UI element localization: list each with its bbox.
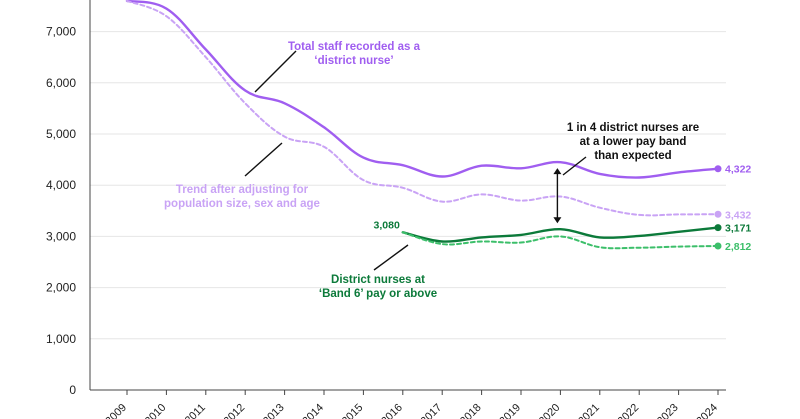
y-tick-label: 0: [69, 383, 76, 397]
series-trend-adjusted-end-point: [714, 210, 722, 218]
gap-arrow-head-top: [553, 168, 562, 175]
series-trend-adjusted-end-label: 3,432: [725, 209, 751, 221]
annotation-trend-leader: [244, 142, 283, 177]
series-lines: [125, 0, 722, 250]
annotation-one-in-four-leader: [562, 156, 587, 176]
series-band6-line: [401, 226, 720, 243]
x-tick-label: 2019: [497, 402, 523, 419]
x-tick-label: 2017: [419, 402, 445, 419]
series-trend-adjusted-line: [126, 0, 719, 217]
x-tick-label: 2010: [143, 402, 169, 419]
annotation-band6: District nurses at ‘Band 6’ pay or above: [319, 274, 437, 300]
x-tick-label: 2023: [655, 402, 681, 419]
value-labels: 4,322 3,432 3,171 3,080 2,812: [374, 164, 752, 253]
y-tick-label: 2,000: [46, 281, 76, 295]
y-tick-label: 5,000: [46, 127, 76, 141]
series-total-staff-line: [125, 0, 720, 179]
series-total-staff-end-label: 4,322: [725, 164, 751, 176]
annotations: Total staff recorded as a ‘district nurse…: [164, 41, 699, 300]
annotation-trend-adjusted-line: population size, sex and age: [164, 198, 320, 210]
y-tick-label: 7,000: [46, 25, 76, 39]
annotation-total-staff: Total staff recorded as a ‘district nurse…: [288, 41, 421, 67]
series-band6-end-point: [714, 224, 722, 232]
gridlines: [90, 31, 726, 340]
x-tick-label: 2018: [458, 402, 484, 419]
annotation-band6-line: ‘Band 6’ pay or above: [319, 288, 437, 300]
annotation-band6-leader: [373, 244, 409, 271]
annotation-band6-line: District nurses at: [331, 274, 425, 286]
x-tick-label: 2022: [616, 402, 642, 419]
x-tick-label: 2015: [340, 402, 366, 419]
x-tick-label: 2011: [183, 402, 208, 419]
axes: 0 1,000 2,000 3,000 4,000 5,000 6,000 7,000 2009…: [46, 0, 726, 419]
x-tick-label: 2024: [694, 402, 720, 419]
series-total-staff-end-point: [714, 165, 722, 173]
annotation-one-in-four-line: at a lower pay band: [580, 136, 687, 148]
x-tick-label: 2014: [300, 402, 326, 419]
annotation-trend-adjusted-line: Trend after adjusting for: [176, 184, 309, 196]
x-tick-label: 2012: [222, 402, 248, 419]
annotation-total-staff-leader: [254, 50, 297, 93]
y-tick-label: 1,000: [46, 332, 76, 346]
series-band6-adjusted-end-point: [714, 242, 722, 250]
annotation-total-staff-line: ‘district nurse’: [314, 55, 393, 67]
annotation-one-in-four-line: than expected: [594, 150, 671, 162]
y-tick-label: 4,000: [46, 178, 76, 192]
x-tick-label: 2020: [537, 402, 563, 419]
x-tick-label: 2021: [576, 402, 602, 419]
series-band6-end-label: 3,171: [725, 223, 751, 235]
series-band6-adjusted-end-label: 2,812: [725, 241, 751, 253]
series-band6-adjusted-line: [401, 231, 719, 250]
annotation-total-staff-line: Total staff recorded as a: [288, 41, 421, 53]
series-band6-start-label: 3,080: [374, 219, 400, 231]
annotation-one-in-four-line: 1 in 4 district nurses are: [567, 122, 699, 134]
y-tick-label: 6,000: [46, 76, 76, 90]
x-tick-label: 2016: [379, 402, 405, 419]
x-tick-label: 2013: [261, 402, 287, 419]
x-tick-label: 2009: [103, 402, 129, 419]
y-tick-label: 3,000: [46, 229, 76, 243]
annotation-trend-adjusted: Trend after adjusting for population size…: [164, 184, 320, 210]
annotation-one-in-four: 1 in 4 district nurses are at a lower pay…: [567, 122, 699, 162]
gap-arrow-head-bottom: [553, 217, 562, 224]
